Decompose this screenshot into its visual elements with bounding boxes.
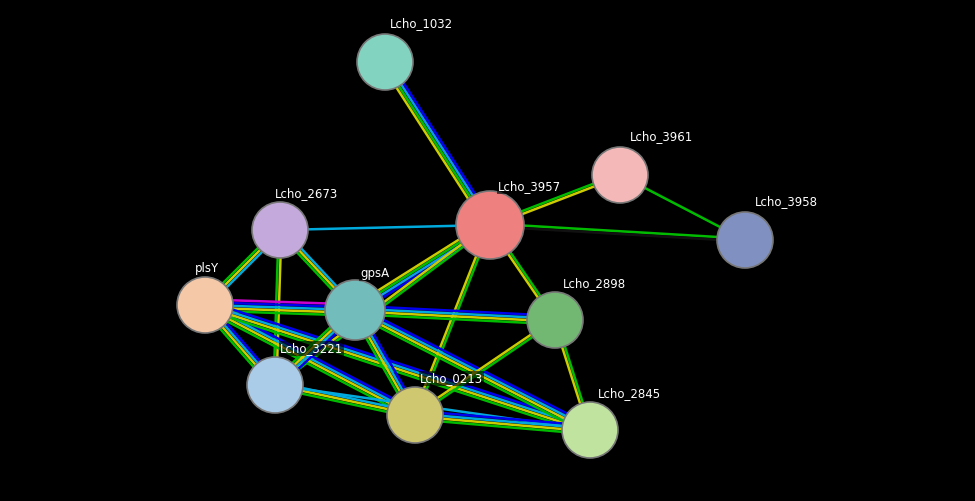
- Text: Lcho_2845: Lcho_2845: [598, 387, 661, 400]
- Circle shape: [252, 202, 308, 258]
- Circle shape: [717, 212, 773, 268]
- Circle shape: [456, 191, 524, 259]
- Circle shape: [387, 387, 443, 443]
- Text: Lcho_3221: Lcho_3221: [280, 342, 343, 355]
- Text: Lcho_0213: Lcho_0213: [420, 372, 484, 385]
- Text: Lcho_3958: Lcho_3958: [755, 195, 818, 208]
- Circle shape: [527, 292, 583, 348]
- Circle shape: [592, 147, 648, 203]
- Text: plsY: plsY: [195, 262, 219, 275]
- Text: gpsA: gpsA: [360, 267, 389, 280]
- Text: Lcho_2673: Lcho_2673: [275, 187, 338, 200]
- Circle shape: [325, 280, 385, 340]
- Circle shape: [247, 357, 303, 413]
- Text: Lcho_2898: Lcho_2898: [563, 277, 626, 290]
- Circle shape: [177, 277, 233, 333]
- Text: Lcho_1032: Lcho_1032: [390, 17, 453, 30]
- Circle shape: [357, 34, 413, 90]
- Circle shape: [562, 402, 618, 458]
- Text: Lcho_3961: Lcho_3961: [630, 130, 693, 143]
- Text: Lcho_3957: Lcho_3957: [498, 180, 562, 193]
